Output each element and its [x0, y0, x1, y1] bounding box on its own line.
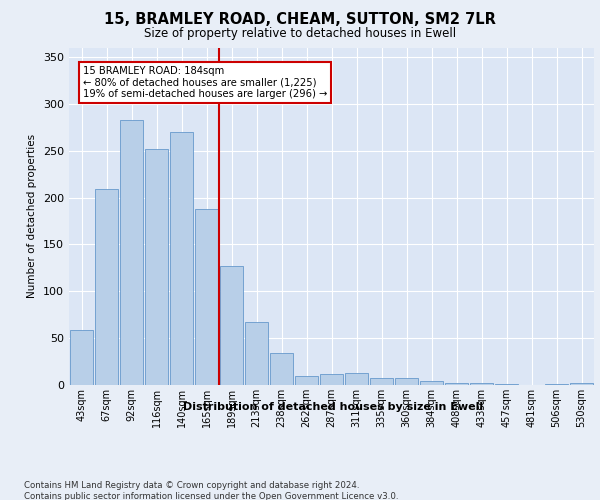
Bar	[545, 384, 568, 385]
Bar	[420, 381, 443, 385]
Bar	[245, 322, 268, 385]
Bar	[470, 383, 493, 385]
Text: Contains public sector information licensed under the Open Government Licence v3: Contains public sector information licen…	[24, 492, 398, 500]
Text: 15 BRAMLEY ROAD: 184sqm
← 80% of detached houses are smaller (1,225)
19% of semi: 15 BRAMLEY ROAD: 184sqm ← 80% of detache…	[83, 66, 327, 100]
Bar	[395, 378, 418, 385]
Bar	[145, 149, 168, 385]
Bar	[445, 383, 468, 385]
Bar	[320, 374, 343, 385]
Bar	[220, 266, 243, 385]
Text: Size of property relative to detached houses in Ewell: Size of property relative to detached ho…	[144, 28, 456, 40]
Bar	[70, 330, 93, 385]
Y-axis label: Number of detached properties: Number of detached properties	[28, 134, 37, 298]
Bar	[295, 376, 318, 385]
Bar	[370, 378, 393, 385]
Bar	[345, 373, 368, 385]
Bar	[570, 383, 593, 385]
Text: Distribution of detached houses by size in Ewell: Distribution of detached houses by size …	[183, 402, 483, 412]
Bar	[95, 189, 118, 385]
Text: Contains HM Land Registry data © Crown copyright and database right 2024.: Contains HM Land Registry data © Crown c…	[24, 481, 359, 490]
Text: 15, BRAMLEY ROAD, CHEAM, SUTTON, SM2 7LR: 15, BRAMLEY ROAD, CHEAM, SUTTON, SM2 7LR	[104, 12, 496, 28]
Bar	[195, 209, 218, 385]
Bar	[495, 384, 518, 385]
Bar	[170, 132, 193, 385]
Bar	[120, 120, 143, 385]
Bar	[270, 353, 293, 385]
